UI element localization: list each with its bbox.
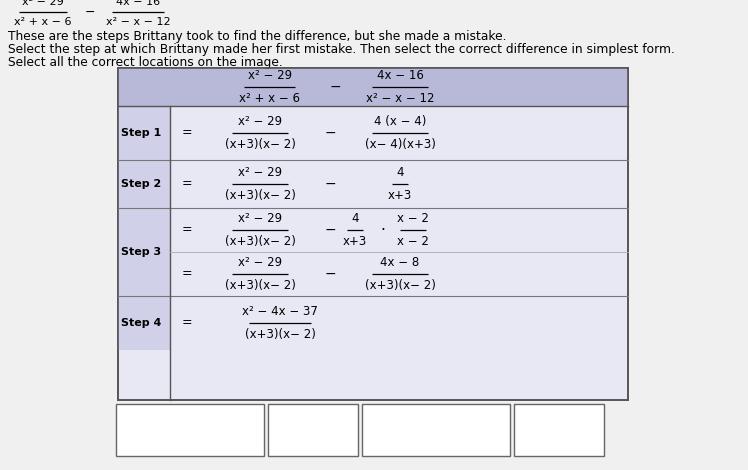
- Text: x² − 29: x² − 29: [238, 256, 282, 269]
- Text: −: −: [324, 177, 336, 191]
- Text: =: =: [182, 316, 193, 329]
- Text: (x+3)(x− 2): (x+3)(x− 2): [155, 435, 225, 448]
- Text: Step 3: Step 3: [121, 247, 161, 257]
- Text: Step 2: Step 2: [121, 179, 162, 189]
- Text: x² + x − 6: x² + x − 6: [14, 17, 72, 27]
- Text: x² − 29: x² − 29: [238, 212, 282, 225]
- Text: x² − 29: x² − 29: [238, 115, 282, 128]
- Text: (x+3)(x− 2): (x+3)(x− 2): [224, 279, 295, 292]
- Text: 4x − 16: 4x − 16: [376, 69, 423, 82]
- Text: These are the steps Brittany took to find the difference, but she made a mistake: These are the steps Brittany took to fin…: [8, 30, 506, 43]
- Bar: [118, 106, 170, 160]
- Text: −: −: [329, 80, 341, 94]
- Text: −: −: [324, 126, 336, 140]
- Text: (x+3)(x− 2): (x+3)(x− 2): [224, 138, 295, 151]
- Text: 4: 4: [352, 212, 359, 225]
- Text: (x+3)(x− 2): (x+3)(x− 2): [364, 279, 435, 292]
- Text: (x+3)(x− 2): (x+3)(x− 2): [245, 328, 316, 341]
- Text: x − 2: x − 2: [297, 435, 329, 448]
- Text: −: −: [85, 6, 95, 18]
- Text: 4: 4: [396, 166, 404, 179]
- Text: x² − x − 12: x² − x − 12: [366, 92, 435, 105]
- Text: −: −: [324, 267, 336, 281]
- Text: x² − 29: x² − 29: [238, 166, 282, 179]
- Text: x+3: x+3: [547, 435, 571, 448]
- Bar: [116, 404, 264, 456]
- Text: x − 2: x − 2: [397, 235, 429, 248]
- Text: =: =: [182, 126, 193, 140]
- Text: Select all the correct locations on the image.: Select all the correct locations on the …: [8, 56, 283, 69]
- Text: Select the step at which Brittany made her first mistake. Then select the correc: Select the step at which Brittany made h…: [8, 43, 675, 56]
- Text: x² − 4x − 27: x² − 4x − 27: [398, 412, 474, 425]
- Text: (x+3)(x− 2): (x+3)(x− 2): [224, 189, 295, 202]
- Text: x² − 4x − 37: x² − 4x − 37: [152, 412, 228, 425]
- Text: x² − 29: x² − 29: [22, 0, 64, 7]
- Text: x² − 4x − 37: x² − 4x − 37: [242, 305, 318, 318]
- Text: (x− 4)(x+3): (x− 4)(x+3): [364, 138, 435, 151]
- Text: =: =: [182, 224, 193, 236]
- Text: x² + x − 6: x² + x − 6: [239, 92, 301, 105]
- Text: 4 (x − 4): 4 (x − 4): [374, 115, 426, 128]
- Bar: [118, 68, 628, 400]
- Text: x² − x − 12: x² − x − 12: [105, 17, 171, 27]
- Text: (x+3)(x− 2): (x+3)(x− 2): [224, 235, 295, 248]
- Text: Step 4: Step 4: [121, 318, 162, 328]
- Text: ·: ·: [381, 222, 385, 237]
- Text: (x+3)(x− 2): (x+3)(x− 2): [401, 435, 471, 448]
- Text: x+3: x+3: [388, 189, 412, 202]
- Text: =: =: [182, 267, 193, 281]
- Text: x − 7: x − 7: [297, 412, 329, 425]
- Text: x − 9: x − 9: [543, 412, 575, 425]
- Bar: [118, 68, 628, 106]
- Text: =: =: [182, 178, 193, 190]
- Text: 4x − 8: 4x − 8: [381, 256, 420, 269]
- Bar: [268, 404, 358, 456]
- Bar: [118, 296, 170, 350]
- Text: x² − 29: x² − 29: [248, 69, 292, 82]
- Text: x+3: x+3: [343, 235, 367, 248]
- Text: x − 2: x − 2: [397, 212, 429, 225]
- Text: −: −: [324, 223, 336, 237]
- Text: Step 1: Step 1: [121, 128, 162, 138]
- Bar: [514, 404, 604, 456]
- Bar: [362, 404, 510, 456]
- Bar: [118, 208, 170, 296]
- Text: 4x − 16: 4x − 16: [116, 0, 160, 7]
- Bar: [118, 160, 170, 208]
